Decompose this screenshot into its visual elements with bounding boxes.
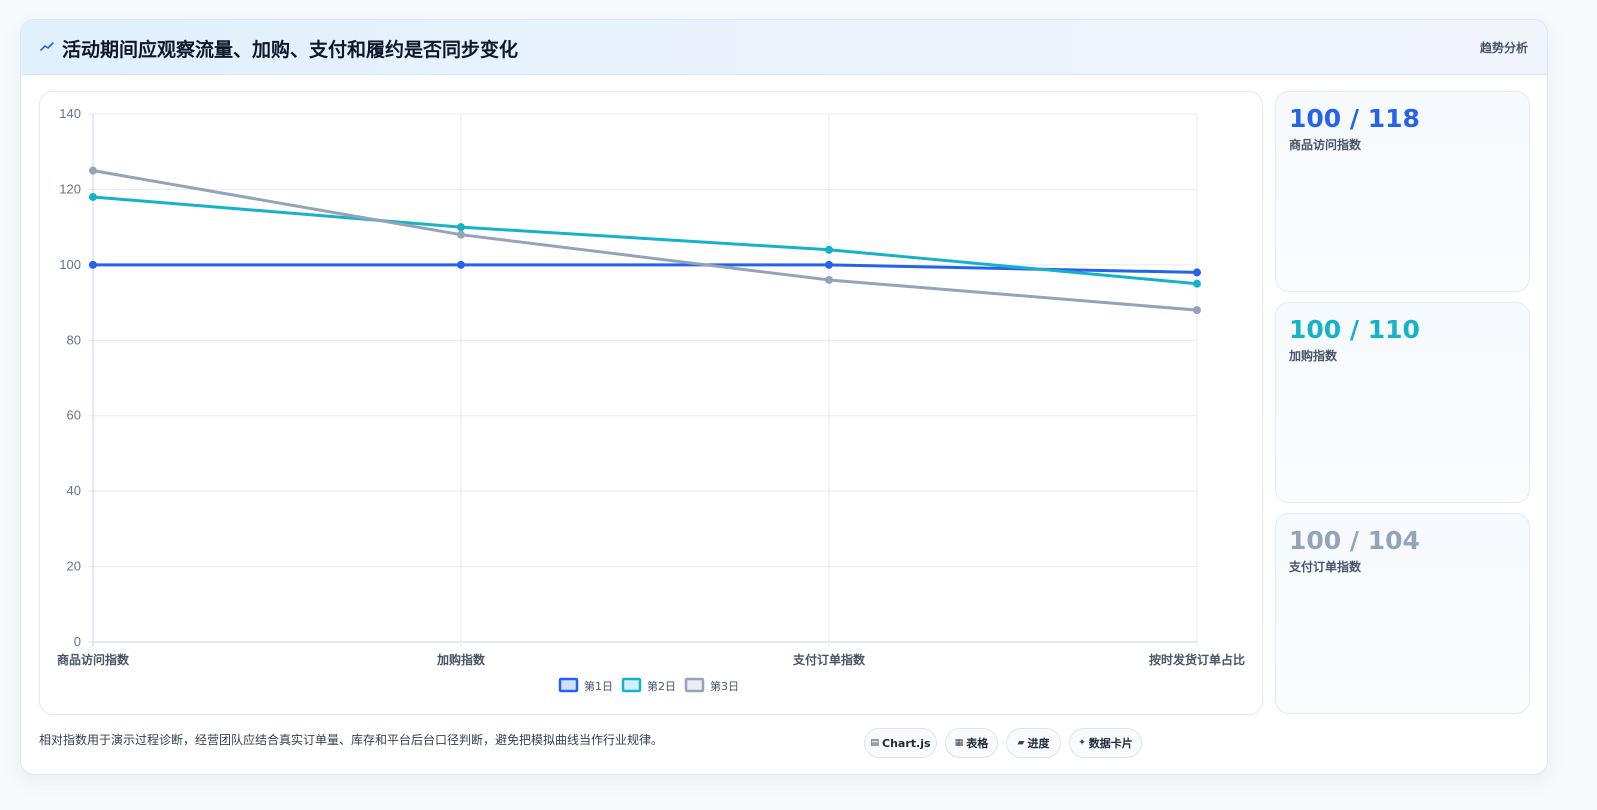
data-point: [825, 275, 833, 284]
chip-chartjs[interactable]: ▤ Chart.js: [864, 728, 937, 758]
data-point: [89, 192, 97, 201]
trend-icon: [40, 42, 54, 51]
stat-value: 100 / 104: [1289, 526, 1420, 555]
data-point: [825, 245, 833, 254]
stat-card-visits: 100 / 118 商品访问指数: [1275, 91, 1530, 292]
legend-label: 第3日: [710, 679, 739, 693]
y-tick-label: 80: [67, 332, 81, 347]
legend-swatch: [684, 677, 705, 693]
chip-data-cards[interactable]: ✦ 数据卡片: [1069, 728, 1142, 758]
series-line: [92, 195, 1198, 286]
x-tick-label: 支付订单指数: [792, 652, 866, 667]
chip-label: Chart.js: [882, 736, 931, 750]
stat-label: 支付订单指数: [1289, 560, 1362, 574]
y-tick-label: 120: [59, 181, 81, 196]
data-point: [825, 260, 833, 269]
chart-icon: ▤: [870, 738, 879, 748]
y-tick-label: 100: [59, 257, 81, 272]
data-point: [1193, 306, 1201, 315]
sparkle-icon: ✦: [1078, 738, 1086, 748]
data-point: [1193, 268, 1201, 277]
chip-progress[interactable]: ▰ 进度: [1006, 728, 1061, 758]
data-point: [1193, 279, 1201, 288]
series-line: [93, 263, 1198, 274]
stat-card-paid-orders: 100 / 104 支付订单指数: [1275, 513, 1530, 714]
card-title: 活动期间应观察流量、加购、支付和履约是否同步变化: [62, 39, 519, 61]
y-tick-label: 0: [74, 634, 81, 649]
legend-label: 第1日: [584, 679, 613, 693]
y-tick-label: 60: [67, 408, 81, 423]
legend-swatch: [558, 677, 579, 693]
x-tick-label: 商品访问指数: [57, 652, 130, 667]
legend-label: 第2日: [647, 679, 676, 693]
trend-analysis-badge: 趋势分析: [1479, 41, 1528, 55]
stat-value: 100 / 110: [1289, 315, 1420, 344]
chip-table[interactable]: ▦ 表格: [945, 728, 998, 758]
stat-value: 100 / 118: [1289, 104, 1420, 133]
y-tick-label: 140: [59, 106, 81, 121]
chip-label: 表格: [966, 737, 989, 750]
data-point: [89, 166, 97, 175]
stat-label: 加购指数: [1289, 349, 1338, 363]
chip-label: 进度: [1027, 737, 1050, 750]
series-line: [92, 169, 1198, 312]
progress-icon: ▰: [1017, 738, 1025, 748]
data-point: [89, 260, 97, 269]
stat-label: 商品访问指数: [1289, 138, 1362, 152]
data-point: [457, 230, 465, 239]
table-icon: ▦: [954, 738, 964, 748]
legend-swatch: [621, 677, 642, 693]
stat-card-add-to-cart: 100 / 110 加购指数: [1275, 302, 1530, 503]
line-chart: 0 20 40 60 80 100 120 140 商品访问指数 加购指数 支付订单指数 按时发货订单…: [57, 106, 1245, 693]
data-point: [457, 260, 465, 269]
x-tick-label: 加购指数: [436, 652, 486, 667]
trend-card: 活动期间应观察流量、加购、支付和履约是否同步变化 趋势分析 0 20 40 60 80 1…: [20, 19, 1548, 775]
data-point: [457, 223, 465, 232]
y-tick-label: 20: [67, 559, 81, 574]
footnote: 相对指数用于演示过程诊断，经营团队应结合真实订单量、库存和平台后台口径判断，避免…: [39, 733, 664, 747]
card-header: 活动期间应观察流量、加购、支付和履约是否同步变化 趋势分析: [21, 20, 1547, 75]
chip-label: 数据卡片: [1088, 737, 1133, 750]
chart-panel: 0 20 40 60 80 100 120 140 商品访问指数 加购指数 支付订单指数 按时发货订单…: [39, 91, 1263, 715]
y-tick-label: 40: [67, 483, 81, 498]
x-tick-label: 按时发货订单占比: [1149, 652, 1245, 667]
